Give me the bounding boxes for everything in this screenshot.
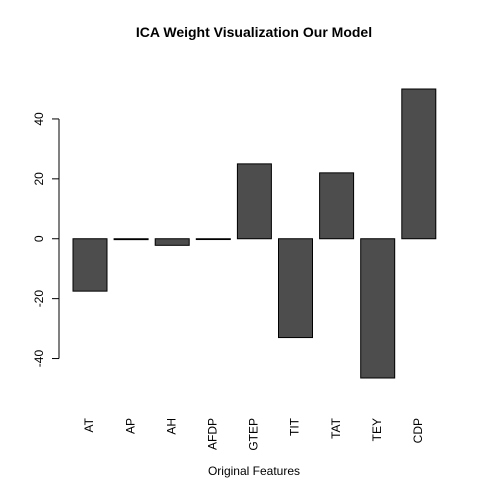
bar-tat [319, 172, 355, 240]
bar-at [72, 238, 108, 292]
bar-ap [113, 238, 149, 241]
x-tick-label: AFDP [205, 418, 219, 450]
x-tick-label: TAT [329, 417, 343, 439]
y-tick-label: 0 [32, 235, 46, 242]
x-tick-label: GTEP [247, 418, 261, 451]
bar-tit [278, 238, 313, 339]
x-tick-label: AP [123, 418, 137, 434]
x-tick-label: TIT [288, 417, 302, 436]
y-axis: -40 -20 0 20 40 [32, 112, 60, 368]
x-tick-labels: AT AP AH AFDP GTEP TIT TAT TEY CDP [82, 417, 425, 450]
bar-afdp [195, 238, 231, 241]
y-tick-label: 20 [32, 172, 46, 186]
bar-gtep [236, 163, 272, 240]
x-tick-label: CDP [411, 418, 425, 443]
x-axis-label: Original Features [208, 464, 300, 478]
x-tick-label: AT [82, 417, 96, 432]
bar-cdp [401, 88, 437, 240]
y-tick-label: -20 [32, 290, 46, 308]
x-tick-label: TEY [370, 418, 384, 441]
x-tick-label: AH [164, 418, 178, 435]
chart-title: ICA Weight Visualization Our Model [136, 24, 372, 40]
y-tick-label: 40 [32, 112, 46, 126]
bar-ah [154, 238, 190, 246]
bar-tey [360, 238, 396, 379]
y-tick-label: -40 [32, 350, 46, 368]
bars [72, 88, 437, 379]
